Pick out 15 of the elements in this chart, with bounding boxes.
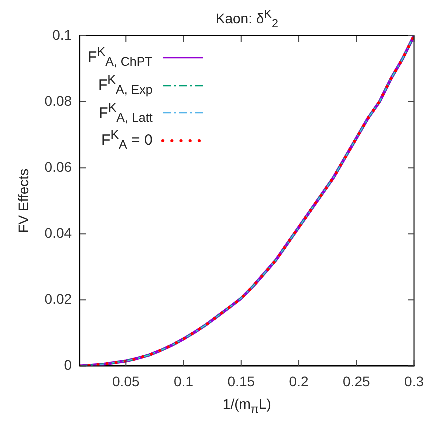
y-tick-label: 0 — [64, 357, 72, 374]
y-tick-label: 0.02 — [44, 291, 72, 308]
legend-label: F$^{K}$$_{A}$ = 0 — [102, 128, 153, 153]
x-tick-label: 0.2 — [289, 373, 309, 390]
x-tick-label: 0.05 — [112, 373, 140, 390]
x-axis-title: 1/(m$_{π}$L) — [222, 396, 272, 416]
y-tick-label: 0.08 — [44, 92, 72, 109]
y-axis-title: FV Effects — [15, 168, 32, 234]
y-tick-label: 0.06 — [44, 158, 72, 175]
x-tick-label: 0.3 — [404, 373, 424, 390]
x-tick-label: 0.25 — [343, 373, 370, 390]
x-tick-label: 0.15 — [228, 373, 256, 390]
y-tick-label: 0.1 — [52, 26, 72, 43]
x-tick-label: 0.1 — [174, 373, 194, 390]
y-tick-label: 0.04 — [44, 224, 72, 241]
